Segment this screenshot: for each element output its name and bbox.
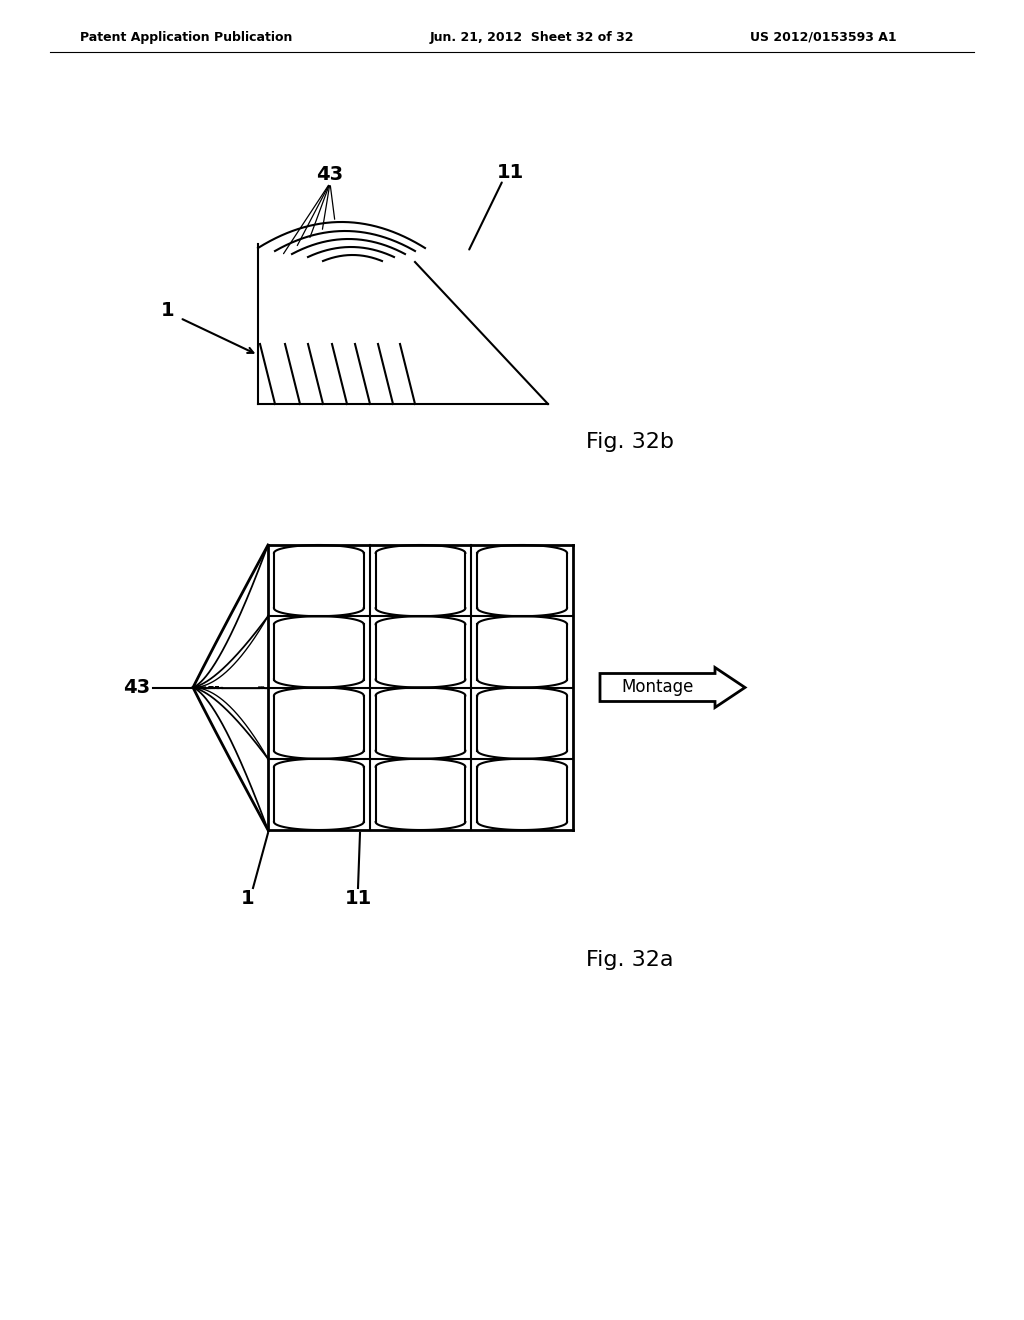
Text: Patent Application Publication: Patent Application Publication [80, 30, 293, 44]
Text: 11: 11 [497, 162, 523, 181]
Text: Jun. 21, 2012  Sheet 32 of 32: Jun. 21, 2012 Sheet 32 of 32 [430, 30, 635, 44]
Text: 43: 43 [316, 165, 344, 185]
Text: 1: 1 [161, 301, 175, 319]
Text: 43: 43 [123, 678, 150, 697]
Text: US 2012/0153593 A1: US 2012/0153593 A1 [750, 30, 897, 44]
Text: 1: 1 [242, 888, 255, 908]
Text: Fig. 32b: Fig. 32b [586, 432, 674, 451]
Text: 11: 11 [344, 888, 372, 908]
Text: Montage: Montage [622, 678, 693, 697]
Text: Fig. 32a: Fig. 32a [587, 950, 674, 970]
